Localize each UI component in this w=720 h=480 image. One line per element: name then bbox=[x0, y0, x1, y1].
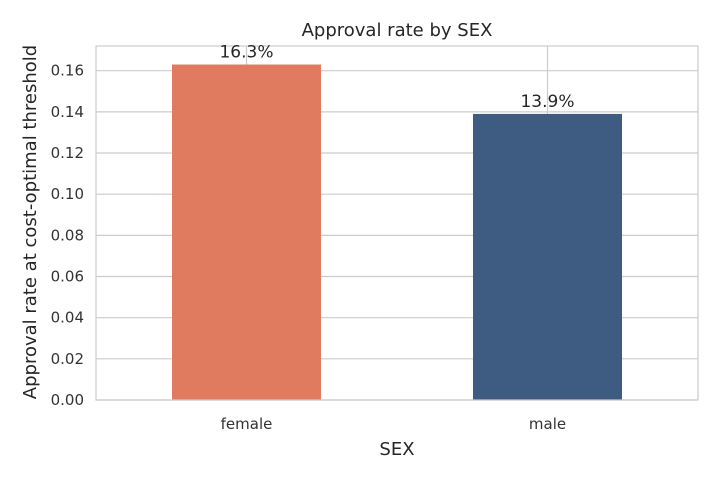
y-tick-label: 0.16 bbox=[51, 62, 84, 80]
x-tick-label: male bbox=[529, 415, 566, 433]
data-labels: 16.3% 13.9% bbox=[219, 43, 574, 112]
y-tick-label: 0.02 bbox=[51, 350, 84, 368]
y-tick-label: 0.10 bbox=[51, 185, 84, 203]
data-label: 13.9% bbox=[520, 92, 574, 112]
y-tick-label: 0.04 bbox=[51, 309, 84, 327]
chart-title: Approval rate by SEX bbox=[302, 20, 493, 41]
y-axis-ticks: 0.00 0.02 0.04 0.06 0.08 0.10 0.12 0.14 0.16 bbox=[51, 62, 84, 409]
y-tick-label: 0.00 bbox=[51, 391, 84, 409]
x-axis-title: SEX bbox=[379, 439, 414, 460]
y-tick-label: 0.06 bbox=[51, 268, 84, 286]
y-tick-label: 0.08 bbox=[51, 226, 84, 244]
bar-female bbox=[172, 64, 321, 400]
data-label: 16.3% bbox=[219, 43, 273, 63]
plot-frame bbox=[95, 45, 699, 401]
x-axis-ticks: female male bbox=[221, 415, 566, 433]
y-tick-label: 0.12 bbox=[51, 144, 84, 162]
y-tick-label: 0.14 bbox=[51, 103, 84, 121]
y-axis-title: Approval rate at cost-optimal threshold bbox=[20, 45, 41, 399]
bars bbox=[172, 64, 622, 400]
bar-male bbox=[473, 113, 622, 400]
x-tick-label: female bbox=[221, 415, 273, 433]
